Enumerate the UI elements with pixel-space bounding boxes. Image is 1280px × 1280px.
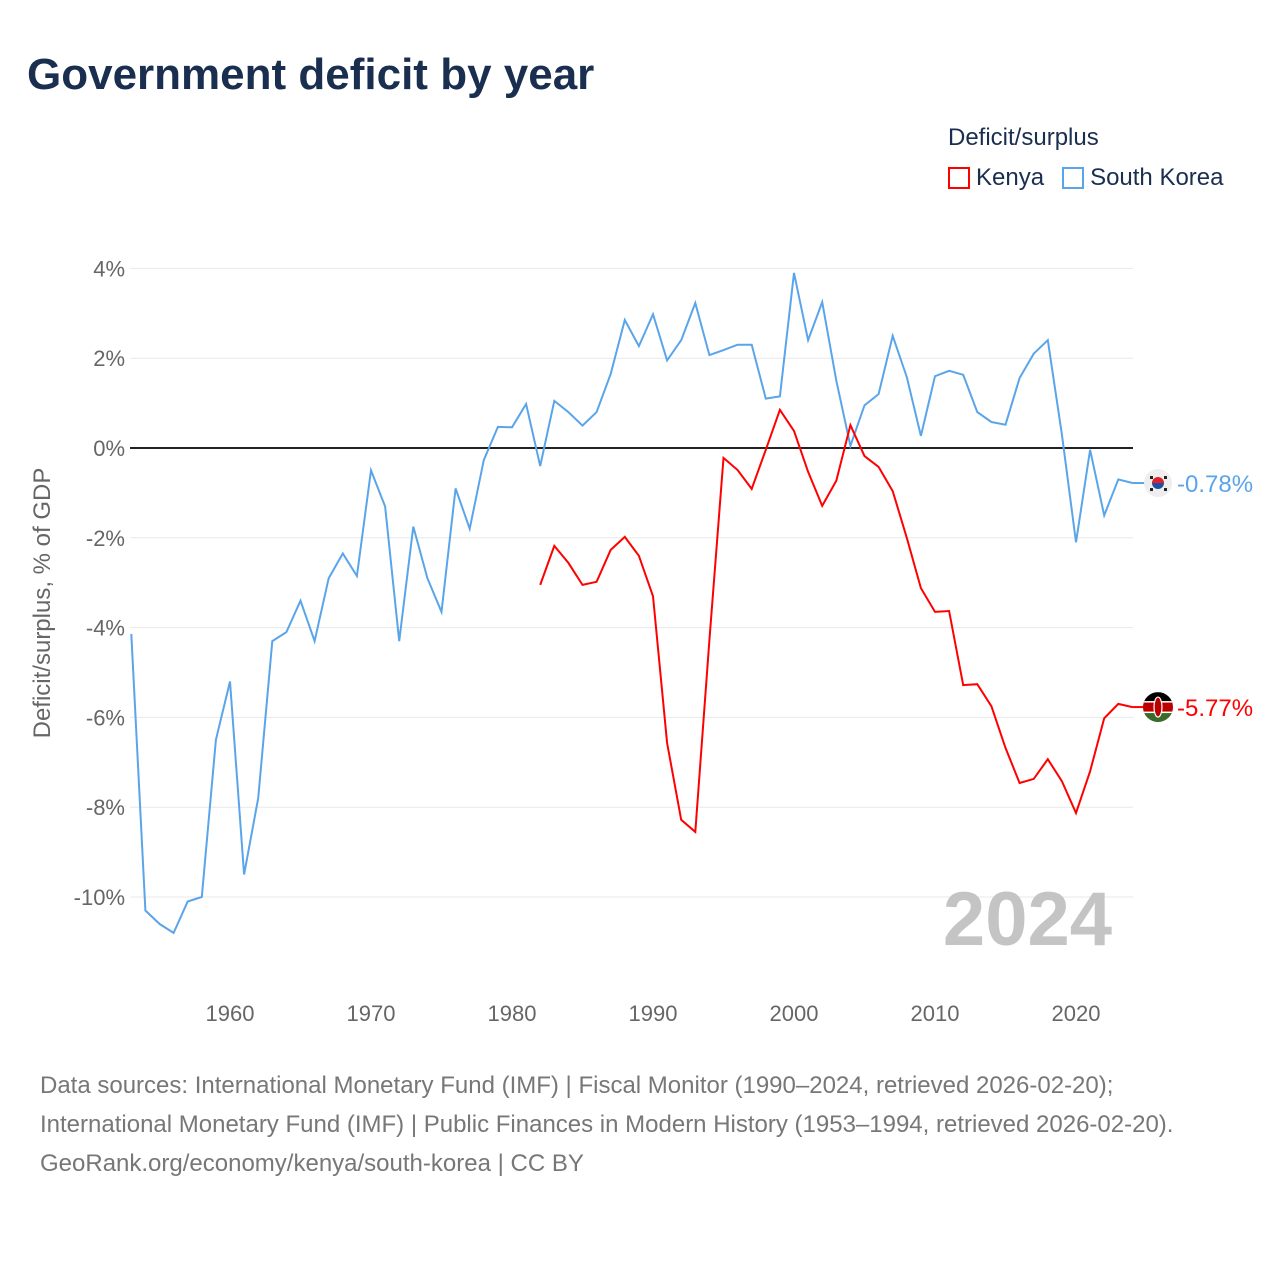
y-axis-label: Deficit/surplus, % of GDP xyxy=(29,468,56,739)
legend-swatch-south-korea xyxy=(1062,167,1085,189)
data-sources: Data sources: International Monetary Fun… xyxy=(40,1072,1174,1138)
y-tick-label: -4% xyxy=(86,616,125,641)
y-tick-label: -2% xyxy=(86,526,125,551)
x-tick-label: 2010 xyxy=(911,1001,960,1026)
y-tick-label: -8% xyxy=(86,795,125,820)
y-tick-label: -10% xyxy=(74,885,125,910)
y-tick-label: 4% xyxy=(93,256,125,281)
footer: Data sources: International Monetary Fun… xyxy=(40,1066,1240,1183)
legend-swatch-kenya xyxy=(948,167,970,189)
legend-item-kenya[interactable]: Kenya xyxy=(948,164,1044,192)
legend-label-kenya: Kenya xyxy=(976,164,1045,191)
x-tick-label: 2000 xyxy=(770,1001,819,1026)
y-tick-label: 0% xyxy=(93,436,125,461)
legend: Deficit/surplus Kenya South Korea xyxy=(948,124,1224,192)
legend-item-south-korea[interactable]: South Korea xyxy=(1062,164,1224,192)
end-label-kenya: -5.77% xyxy=(1177,695,1253,722)
x-tick-label: 1960 xyxy=(206,1001,255,1026)
y-tick-label: 2% xyxy=(93,346,125,371)
series-line-south-korea xyxy=(130,272,1133,935)
legend-title: Deficit/surplus xyxy=(948,124,1099,151)
y-tick-label: -6% xyxy=(86,705,125,730)
year-watermark: 2024 xyxy=(943,877,1112,962)
x-tick-label: 1990 xyxy=(629,1001,678,1026)
south-korea-flag-icon xyxy=(1144,469,1172,498)
chart-title: Government deficit by year xyxy=(27,50,595,99)
x-tick-label: 1980 xyxy=(488,1001,537,1026)
legend-label-south-korea: South Korea xyxy=(1090,164,1224,191)
chart-area: 4% 2% 0% -2% -4% -6% -8% -10% 1960 1970 1980 1990 20… xyxy=(29,256,1253,1026)
x-tick-label: 1970 xyxy=(347,1001,396,1026)
x-tick-label: 2020 xyxy=(1052,1001,1101,1026)
credit-link[interactable]: GeoRank.org/economy/kenya/south-korea | … xyxy=(40,1150,584,1177)
kenya-flag-icon xyxy=(1143,692,1173,723)
end-label-south-korea: -0.78% xyxy=(1177,471,1253,498)
series-line-kenya xyxy=(539,407,1133,834)
